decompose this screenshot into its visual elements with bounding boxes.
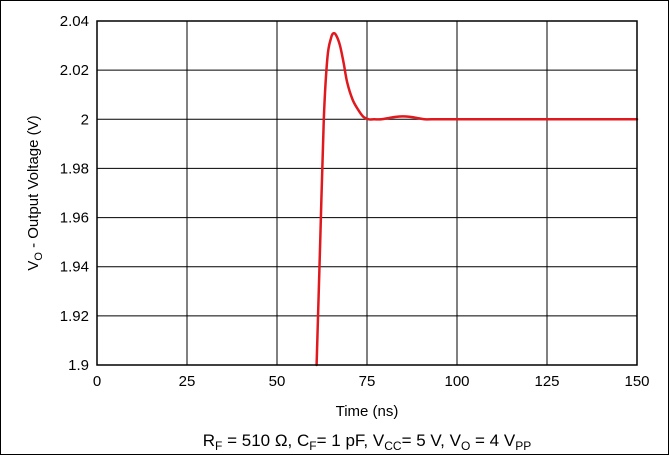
y-tick-label: 1.98 — [60, 160, 89, 177]
y-tick-labels: 1.9 1.92 1.94 1.96 1.98 2 2.02 2.04 — [60, 13, 89, 374]
caption-subscript: PP — [515, 439, 531, 453]
x-axis-label: Time (ns) — [336, 403, 399, 420]
x-tick-label: 100 — [444, 373, 469, 390]
x-tick-label: 75 — [359, 373, 376, 390]
caption-text: = 4 V — [470, 431, 516, 450]
caption-subscript: F — [309, 439, 316, 453]
y-tick-label: 2.04 — [60, 13, 89, 30]
y-tick-label: 1.9 — [68, 357, 89, 374]
plot-border — [96, 20, 638, 366]
y-tick-label: 1.96 — [60, 210, 89, 227]
y-axis-label-suffix: - Output Voltage (V) — [25, 115, 42, 252]
caption-subscript: F — [215, 439, 222, 453]
x-tick-label: 0 — [93, 373, 101, 390]
caption-text: = 510 Ω, C — [222, 431, 309, 450]
caption-subscript: CC — [384, 439, 402, 453]
x-tick-label: 25 — [179, 373, 196, 390]
caption-text: = 1 pF, V — [317, 431, 385, 450]
y-axis-label-prefix: V — [25, 261, 42, 271]
caption-text: R — [203, 431, 215, 450]
y-tick-label: 1.92 — [60, 308, 89, 325]
y-tick-label: 2.02 — [60, 62, 89, 79]
caption-subscript: O — [461, 439, 470, 453]
y-axis-label-sub: O — [33, 252, 45, 261]
series-line — [315, 31, 639, 367]
y-axis-label: VO - Output Voltage (V) — [25, 115, 45, 270]
y-tick-label: 2 — [81, 111, 89, 128]
x-tick-label: 150 — [624, 373, 649, 390]
x-tick-label: 50 — [269, 373, 286, 390]
conditions-caption: RF = 510 Ω, CF= 1 pF, VCC= 5 V, VO = 4 V… — [203, 431, 531, 453]
y-tick-label: 1.94 — [60, 259, 89, 276]
x-tick-label: 125 — [534, 373, 559, 390]
x-tick-labels: 0 25 50 75 100 125 150 — [93, 373, 650, 390]
caption-text: = 5 V, V — [402, 431, 462, 450]
